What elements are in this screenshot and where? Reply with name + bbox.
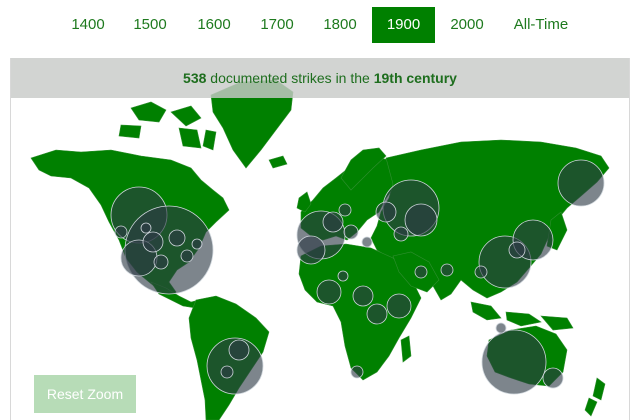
strike-count-value: 538 <box>183 70 207 86</box>
banner-text: documented strikes in the <box>206 70 374 86</box>
strike-marker <box>474 265 488 279</box>
strike-marker <box>168 229 186 247</box>
arctic-islands-landmass <box>118 101 217 151</box>
strike-marker <box>142 231 164 253</box>
strike-marker <box>375 201 397 223</box>
strike-count-banner: 538 documented strikes in the 19th centu… <box>11 58 629 98</box>
strike-marker <box>366 303 388 325</box>
reset-zoom-button[interactable]: Reset Zoom <box>34 375 136 413</box>
banner-period: 19th century <box>373 70 457 86</box>
strike-marker <box>481 329 547 395</box>
tab-1700[interactable]: 1700 <box>260 16 294 33</box>
strike-marker <box>153 254 169 270</box>
strike-marker <box>220 365 234 379</box>
strike-marker <box>191 238 203 250</box>
strike-marker <box>393 226 409 242</box>
strike-marker <box>338 203 352 217</box>
strike-marker <box>228 339 250 361</box>
tab-2000[interactable]: 2000 <box>450 16 484 33</box>
strike-marker <box>343 224 359 240</box>
strike-marker <box>361 236 373 248</box>
strike-marker <box>542 367 564 389</box>
world-map-svg[interactable] <box>11 58 629 420</box>
tab-1400[interactable]: 1400 <box>71 16 105 33</box>
strike-marker <box>414 265 428 279</box>
strike-marker <box>296 235 326 265</box>
strike-marker <box>322 211 344 233</box>
strike-marker <box>404 203 438 237</box>
strike-marker <box>350 365 364 379</box>
strike-marker <box>386 293 412 319</box>
scandinavia-landmass <box>340 147 387 191</box>
strike-marker <box>495 322 507 334</box>
asia-landmass <box>370 139 610 301</box>
tab-1900[interactable]: 1900 <box>372 7 435 43</box>
indonesia-landmass <box>470 301 574 331</box>
century-tabs: 1400 1500 1600 1700 1800 1900 2000 All-T… <box>0 7 640 43</box>
strike-marker <box>337 270 349 282</box>
strike-marker <box>180 249 194 263</box>
world-map[interactable]: 538 documented strikes in the 19th centu… <box>10 58 630 420</box>
tab-all-time[interactable]: All-Time <box>513 16 569 33</box>
strike-marker <box>140 222 152 234</box>
africa-landmass <box>298 243 422 381</box>
tab-1500[interactable]: 1500 <box>133 16 167 33</box>
strike-marker <box>316 279 342 305</box>
strike-marker <box>557 159 605 207</box>
strike-marker <box>114 225 128 239</box>
strike-markers <box>110 159 605 395</box>
tab-1800[interactable]: 1800 <box>323 16 357 33</box>
strike-marker <box>508 241 526 259</box>
tab-1600[interactable]: 1600 <box>197 16 231 33</box>
strike-marker <box>352 285 374 307</box>
madagascar-landmass <box>400 335 412 363</box>
strike-marker <box>440 263 454 277</box>
new-zealand-landmass <box>584 377 606 417</box>
british-isles-landmass <box>268 155 312 213</box>
